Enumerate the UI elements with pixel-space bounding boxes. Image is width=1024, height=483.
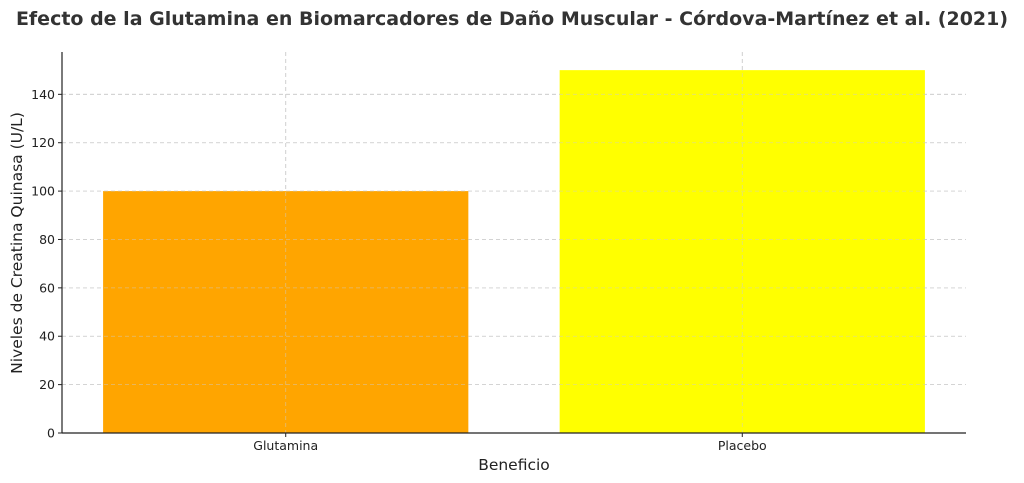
bars [62,52,966,434]
y-tick-label: 80 [39,232,55,247]
y-axis-label: Niveles de Creatina Quinasa (U/L) [8,112,26,374]
tick-labels: 0 20 40 60 80 100 120 140 Glutamina Placebo [31,87,767,453]
y-tick-label: 60 [39,280,55,295]
x-tick-label: Glutamina [253,438,318,453]
y-tick-label: 100 [31,184,55,199]
x-tick-label: Placebo [718,438,767,453]
y-tick-label: 0 [47,426,55,441]
y-tick-label: 20 [39,377,55,392]
y-tick-label: 140 [31,87,55,102]
x-axis-label: Beneficio [478,456,550,474]
chart-title: Efecto de la Glutamina en Biomarcadores … [16,8,1008,30]
y-tick-label: 40 [39,329,55,344]
axes [58,52,966,437]
y-tick-label: 120 [31,135,55,150]
